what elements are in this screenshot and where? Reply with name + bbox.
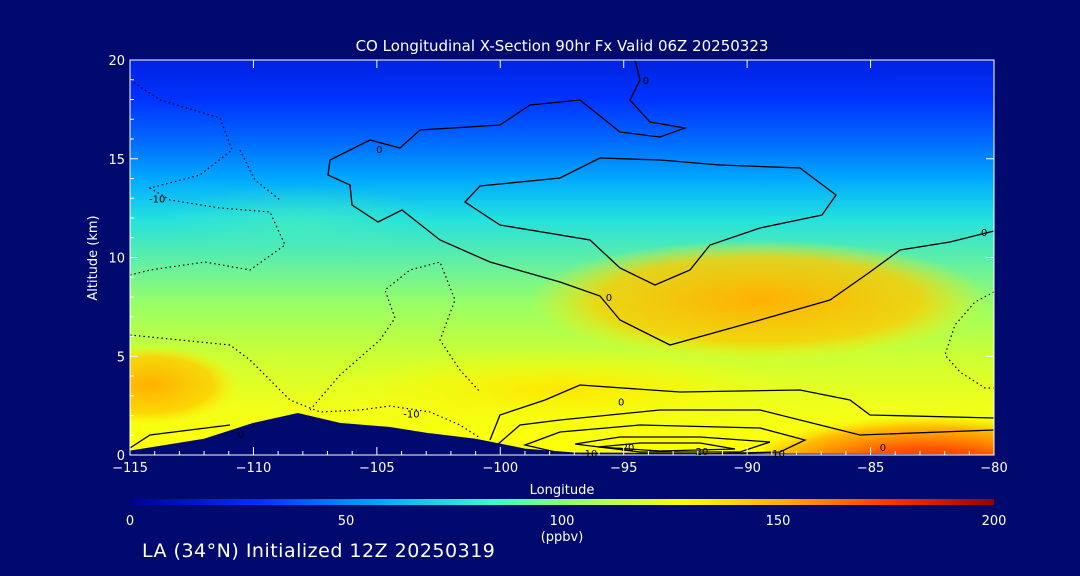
co-field-central-low [320, 350, 800, 430]
x-tick-label: −90 [733, 461, 760, 476]
y-tick-label: 20 [108, 54, 125, 69]
x-tick-label: −115 [112, 461, 148, 476]
contour-label: 0 [880, 443, 886, 454]
contour-label: 0 [981, 228, 987, 239]
co-field-surface-hotspot [760, 400, 994, 455]
y-axis-ticks: 0 5 10 15 20 [108, 54, 994, 464]
contour-neg10-east [944, 291, 994, 389]
x-tick-label: −95 [610, 461, 637, 476]
x-tick-label: −110 [236, 461, 272, 476]
plot-area [130, 60, 994, 455]
terrain [130, 412, 994, 455]
contour-label: 0 [643, 76, 649, 87]
contour-neg10-mid-east [309, 261, 481, 411]
colorbar-unit-label: (ppbv) [541, 530, 584, 545]
y-tick-label: 0 [117, 449, 125, 464]
y-axis-label: Altitude (km) [86, 215, 101, 300]
contour-neg10-mid-west [130, 334, 481, 439]
contour-zero-inner-loop [463, 157, 837, 286]
contour-neg20-inner [597, 442, 736, 452]
contour-label: -10 [403, 410, 419, 421]
y-tick-label: 15 [108, 153, 125, 168]
contour-label: -10 [581, 449, 597, 460]
co-field-upper-cyan [160, 185, 440, 265]
colorbar-tick-label: 200 [982, 514, 1007, 529]
co-field-mid-plume [530, 240, 990, 360]
y-tick-label: 5 [117, 350, 125, 365]
x-tick-label: −85 [857, 461, 884, 476]
contour-label: -20 [692, 447, 708, 458]
contour-zero-upper [327, 60, 994, 346]
contour-label: -20 [618, 443, 634, 454]
contour-label: -10 [769, 449, 785, 460]
colorbar: 0 50 100 150 200 (ppbv) [126, 499, 1007, 545]
contour-neg10-upper-west [130, 79, 286, 276]
contour-label: 0 [238, 429, 244, 440]
contour-zero-low-1 [489, 384, 994, 441]
x-axis-label: Longitude [530, 483, 595, 498]
contour-label: -10 [149, 194, 165, 205]
contour-label: 0 [376, 145, 382, 156]
colorbar-ramp [130, 499, 994, 505]
co-field-west-low [130, 345, 240, 425]
contour-dotted-lines [130, 79, 994, 439]
colorbar-tick-label: 100 [550, 514, 575, 529]
contour-label: 0 [606, 293, 612, 304]
contour-neg10-upper-east [239, 149, 281, 201]
contour-zero-west [130, 424, 231, 449]
contour-lines [130, 60, 994, 455]
x-tick-label: −100 [482, 461, 518, 476]
contour-label: 0 [618, 398, 624, 409]
y-tick-label: 10 [108, 252, 125, 267]
chart-title: CO Longitudinal X-Section 90hr Fx Valid … [356, 37, 769, 55]
x-axis-ticks: −115 −110 −105 −100 −95 −90 −85 −80 [112, 60, 1008, 476]
colorbar-tick-label: 0 [126, 514, 134, 529]
colorbar-ticks: 0 50 100 150 200 [126, 514, 1007, 529]
x-tick-label: −80 [980, 461, 1007, 476]
initialization-footer: LA (34°N) Initialized 12Z 20250319 [142, 540, 496, 562]
x-tick-label: −105 [359, 461, 395, 476]
contour-zero-low-2 [496, 409, 994, 446]
contour-label-layer: 0 -10 -10 0 0 0 -20 -20 -10 -10 0 0 0 [149, 76, 987, 460]
colorbar-tick-label: 150 [766, 514, 791, 529]
colorbar-tick-label: 50 [338, 514, 355, 529]
contour-neg20-loop [574, 436, 771, 453]
